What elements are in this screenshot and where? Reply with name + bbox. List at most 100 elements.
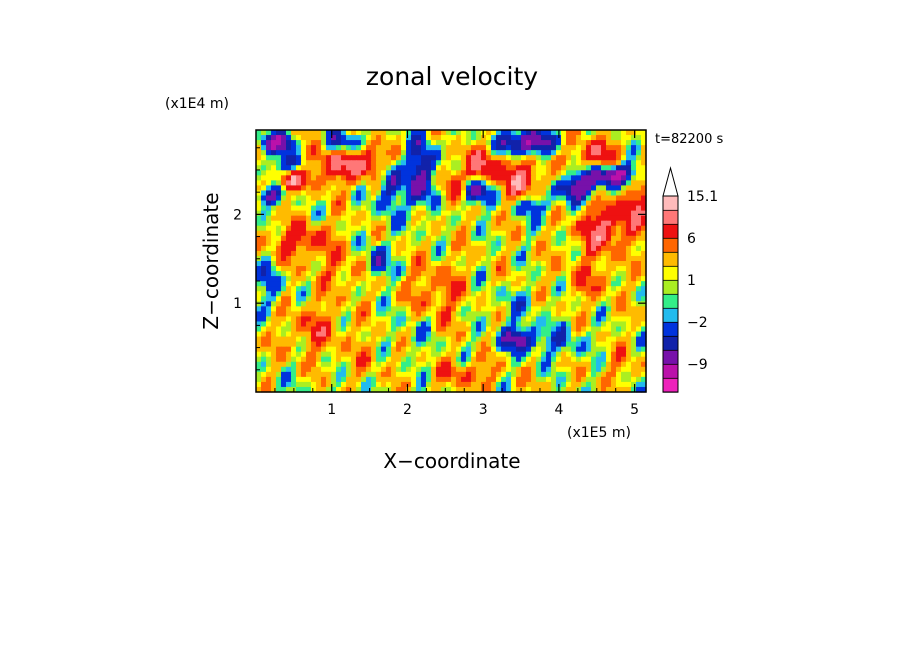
heatmap-cell (291, 361, 297, 368)
heatmap-cell (261, 155, 267, 161)
heatmap-cell (406, 160, 412, 166)
heatmap-cell (591, 205, 597, 212)
heatmap-cell (341, 185, 347, 192)
heatmap-cell (481, 250, 487, 257)
heatmap-cell (461, 215, 467, 222)
heatmap-cell (516, 180, 522, 187)
heatmap-cell (621, 160, 627, 166)
heatmap-cell (421, 286, 427, 292)
heatmap-cell (516, 220, 522, 227)
heatmap-cell (601, 245, 607, 252)
heatmap-cell (486, 301, 492, 307)
heatmap-cell (546, 250, 552, 257)
heatmap-cell (286, 381, 292, 388)
heatmap-cell (501, 255, 507, 262)
heatmap-cell (366, 245, 372, 252)
heatmap-cell (266, 235, 272, 242)
heatmap-cell (331, 386, 337, 393)
heatmap-cell (391, 250, 397, 257)
heatmap-cell (611, 376, 617, 383)
heatmap-cell (431, 336, 437, 343)
heatmap-cell (471, 341, 477, 348)
heatmap-cell (431, 225, 437, 232)
heatmap-cell (411, 205, 417, 212)
heatmap-cell (506, 230, 512, 237)
heatmap-cell (481, 371, 487, 378)
heatmap-cell (606, 366, 612, 373)
heatmap-cell (511, 200, 517, 207)
heatmap-cell (621, 250, 627, 257)
heatmap-cell (351, 160, 357, 166)
heatmap-cell (481, 361, 487, 368)
heatmap-cell (366, 361, 372, 368)
heatmap-cell (446, 301, 452, 307)
heatmap-cell (556, 346, 562, 353)
heatmap-cell (631, 301, 637, 307)
heatmap-cell (446, 190, 452, 197)
heatmap-cell (441, 175, 447, 181)
heatmap-cell (421, 381, 427, 388)
heatmap-cell (276, 316, 282, 323)
heatmap-cell (501, 356, 507, 363)
heatmap-cell (306, 160, 312, 166)
heatmap-cell (456, 205, 462, 212)
heatmap-cell (421, 170, 427, 176)
heatmap-cell (616, 150, 622, 156)
heatmap-cell (316, 150, 322, 156)
heatmap-cell (481, 190, 487, 197)
heatmap-cell (336, 150, 342, 156)
heatmap-cell (406, 281, 412, 287)
heatmap-cell (371, 376, 377, 383)
heatmap-cell (461, 175, 467, 181)
heatmap-cell (591, 331, 597, 338)
heatmap-cell (586, 180, 592, 187)
heatmap-cell (591, 341, 597, 348)
heatmap-cell (536, 240, 542, 247)
heatmap-cell (586, 266, 592, 272)
heatmap-cell (321, 255, 327, 262)
heatmap-cell (271, 240, 277, 247)
heatmap-cell (526, 356, 532, 363)
heatmap-cell (401, 271, 407, 277)
heatmap-cell (426, 195, 432, 202)
heatmap-cell (406, 220, 412, 227)
heatmap-cell (591, 351, 597, 358)
heatmap-cell (471, 381, 477, 388)
heatmap-cell (501, 185, 507, 192)
heatmap-cell (256, 301, 262, 307)
heatmap-cell (351, 190, 357, 197)
heatmap-cell (576, 381, 582, 388)
heatmap-cell (336, 341, 342, 348)
heatmap-cell (526, 175, 532, 181)
heatmap-cell (451, 185, 457, 192)
heatmap-cell (431, 205, 437, 212)
heatmap-cell (446, 311, 452, 318)
heatmap-cell (616, 130, 622, 136)
heatmap-cell (451, 210, 457, 217)
heatmap-cell (261, 235, 267, 242)
heatmap-cell (296, 215, 302, 222)
heatmap-cell (586, 271, 592, 277)
heatmap-cell (606, 195, 612, 202)
heatmap-cell (286, 366, 292, 373)
heatmap-cell (376, 376, 382, 383)
heatmap-cell (356, 180, 362, 187)
heatmap-cell (451, 336, 457, 343)
heatmap-cell (531, 250, 537, 257)
heatmap-cell (536, 235, 542, 242)
heatmap-cell (436, 311, 442, 318)
heatmap-cell (501, 130, 507, 136)
heatmap-cell (486, 356, 492, 363)
heatmap-cell (311, 341, 317, 348)
heatmap-cell (621, 135, 627, 141)
heatmap-cell (341, 336, 347, 343)
heatmap-cell (386, 205, 392, 212)
heatmap-cell (421, 361, 427, 368)
heatmap-cell (311, 240, 317, 247)
heatmap-cell (311, 361, 317, 368)
heatmap-cell (516, 250, 522, 257)
heatmap-cell (361, 266, 367, 272)
heatmap-cell (371, 205, 377, 212)
heatmap-cell (641, 250, 647, 257)
heatmap-cell (391, 266, 397, 272)
